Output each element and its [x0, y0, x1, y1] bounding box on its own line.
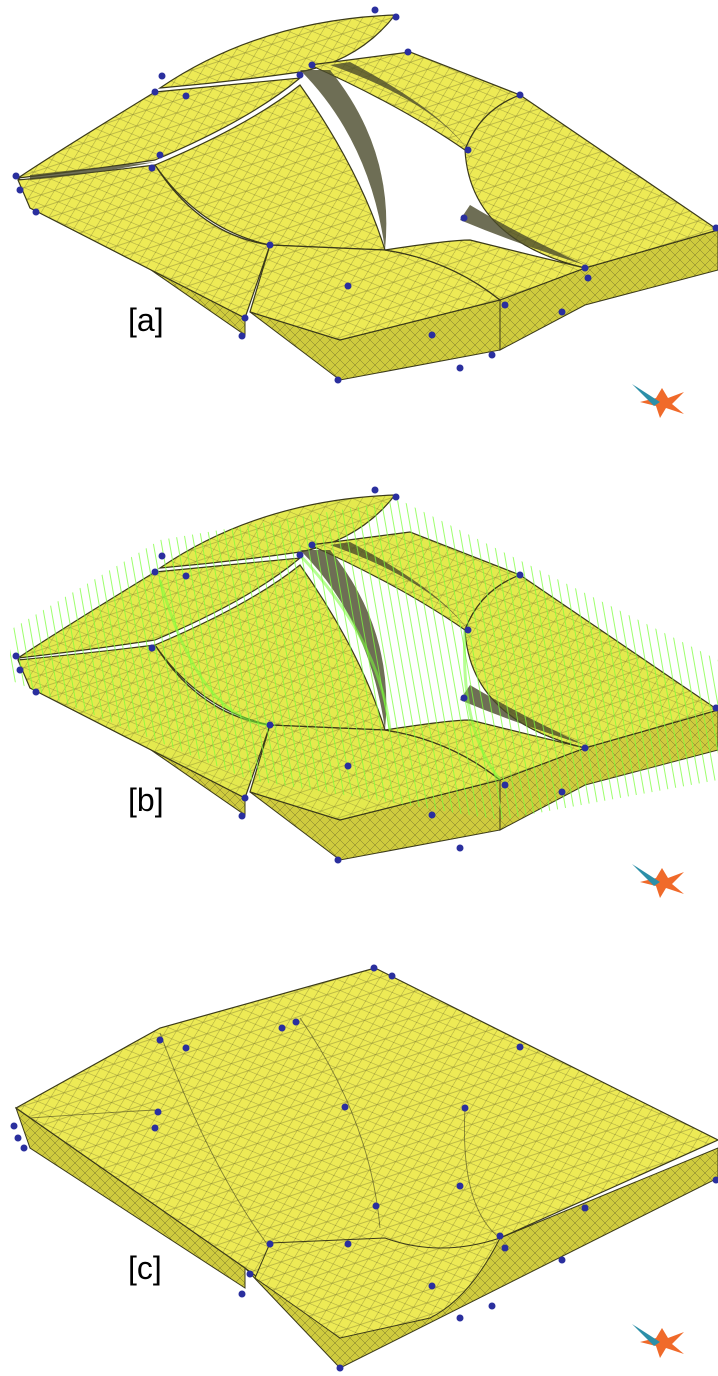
triad-axis-icon	[632, 864, 684, 898]
panel-a: [a]	[0, 0, 718, 458]
displacement-vectors	[10, 500, 718, 820]
mesh-view-b	[10, 486, 718, 864]
block-front-right	[384, 239, 588, 301]
block-center	[154, 84, 386, 251]
seam-lines	[29, 1017, 501, 1249]
block-right	[464, 94, 718, 269]
panel-b: [b]	[0, 480, 718, 938]
triad-axis-icon	[632, 1324, 684, 1358]
panel-label-a: [a]	[128, 302, 164, 338]
node-points	[12, 6, 718, 384]
crack-channel-3	[460, 205, 585, 265]
panel-label-c: [c]	[128, 1250, 162, 1286]
block-top-lens	[157, 14, 397, 89]
mesh-view-a	[12, 6, 718, 384]
triad-axis-icon	[632, 384, 684, 418]
vector-arcs	[158, 553, 502, 781]
crack-channel	[300, 70, 387, 250]
panel-c: [c]	[0, 918, 718, 1376]
panel-label-b: [b]	[128, 782, 164, 818]
crack-channel-4	[30, 162, 155, 180]
mesh-view-c	[10, 964, 718, 1372]
